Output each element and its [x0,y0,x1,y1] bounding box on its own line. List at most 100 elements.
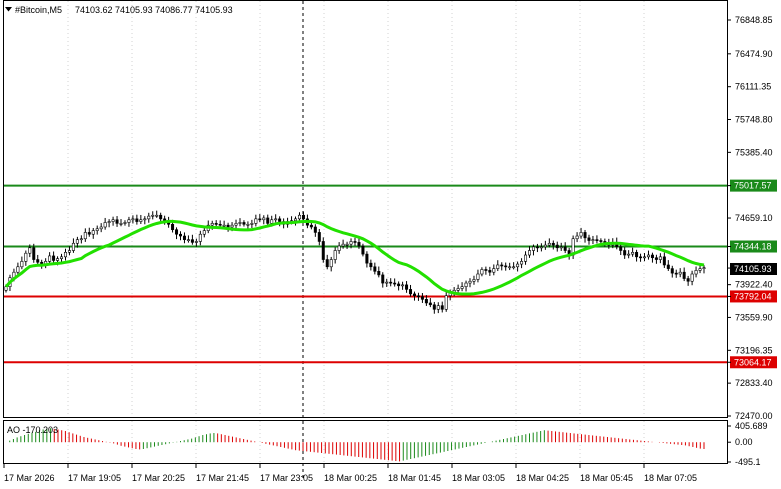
level-price-label: 74344.18 [734,242,772,252]
candle-body [190,239,194,243]
candle-body [480,269,484,275]
main-pane-frame [3,0,728,418]
candle-body [575,235,579,240]
candle-body [401,284,405,287]
candle-body [294,218,298,221]
candle-body [520,261,524,265]
price-tick-label: 75748.80 [735,114,773,124]
candle-body [119,223,123,225]
price-tick-label: 76474.90 [735,49,773,59]
level-price-box [730,240,777,253]
candle-body [444,295,448,310]
candle-body [182,235,186,240]
ohlc-values: 74103.62 74105.93 74086.77 74105.93 [75,5,233,15]
candle-body [60,256,64,259]
candle-body [28,247,32,254]
candle-body [198,233,202,242]
candle-body [646,254,650,258]
symbol-title: #Bitcoin,M5 [15,5,62,15]
chart-header: #Bitcoin,M5 74103.62 74105.93 74086.77 7… [5,5,233,15]
candle-body [658,256,662,260]
candle-body [559,246,563,249]
candle-body [385,281,389,284]
candle-body [36,259,40,263]
candle-body [309,224,313,228]
level-price-box [730,356,777,369]
candle-body [147,215,151,220]
candle-body [246,223,250,226]
level-lines: 75017.57 74344.18 73792.04 73064.17 [4,179,777,369]
current-price-marker: 74105.93 [730,263,777,275]
candle-body [409,289,413,295]
dropdown-triangle-icon[interactable] [5,7,12,12]
candle-body [63,252,67,258]
candle-body [321,241,325,260]
candle-body [242,222,246,225]
candle-body [202,230,206,235]
candle-body [75,239,79,244]
candle-body [531,246,535,251]
candle-body [389,281,393,284]
ao-title: AO -170.203 [7,425,58,435]
candle-body [456,288,460,291]
candle-body [524,254,528,262]
candle-body [678,271,682,275]
candle-body [218,223,222,226]
price-axis[interactable]: 76848.85 76474.90 76111.35 75748.80 75385.40… [727,15,773,421]
candle-body [496,264,500,269]
price-tick-label: 72833.40 [735,378,773,388]
candle-body [555,244,559,249]
candle-body [579,232,583,237]
candle-body [278,218,282,222]
candle-body [369,262,373,268]
candle-body [674,272,678,275]
candle-body [551,242,555,246]
candle-body [650,254,654,259]
candle-body [535,246,539,249]
grid [67,1,645,463]
candle-body [527,250,531,256]
candle-body [111,219,115,222]
candle-body [432,304,436,310]
candle-body [627,253,631,256]
candle-body [135,218,139,222]
candle-body [393,282,397,285]
candle-body [361,245,365,255]
level-price-label: 73064.17 [734,357,772,367]
candle-body [599,240,603,242]
candle-body [508,266,512,269]
candle-body [24,252,28,262]
candle-body [563,246,567,251]
time-tick-label: 17 Mar 19:05 [68,473,121,483]
candle-body [16,266,20,273]
candle-body [234,223,238,226]
time-tick-label: 18 Mar 00:25 [324,473,377,483]
level-price-label: 75017.57 [734,181,772,191]
ma-line [4,219,705,296]
candle-body [595,239,599,241]
candle-body [682,271,686,279]
candle-body [337,245,341,251]
candle-body [460,286,464,289]
candle-body [67,250,71,253]
price-tick-label: 73559.90 [735,312,773,322]
candle-body [397,283,401,287]
candle-body [123,222,127,224]
candle-body [56,258,60,261]
candle-body [87,232,91,235]
candle-body [214,223,218,225]
time-tick-label: 17 Mar 23:05 [260,473,313,483]
ao-histogram [9,428,705,462]
time-tick-label: 17 Mar 2026 [4,473,55,483]
time-tick-label: 17 Mar 20:25 [132,473,185,483]
candle-body [639,256,643,259]
candle-body [270,219,274,224]
candle-body [107,221,111,223]
candle-body [143,218,147,221]
candle-body [333,250,337,260]
candle-body [476,273,480,280]
time-tick-label: 18 Mar 07:05 [644,473,697,483]
candle-body [702,267,706,269]
time-axis[interactable]: 17 Mar 2026 17 Mar 19:05 17 Mar 20:25 17 Ma… [3,464,697,483]
